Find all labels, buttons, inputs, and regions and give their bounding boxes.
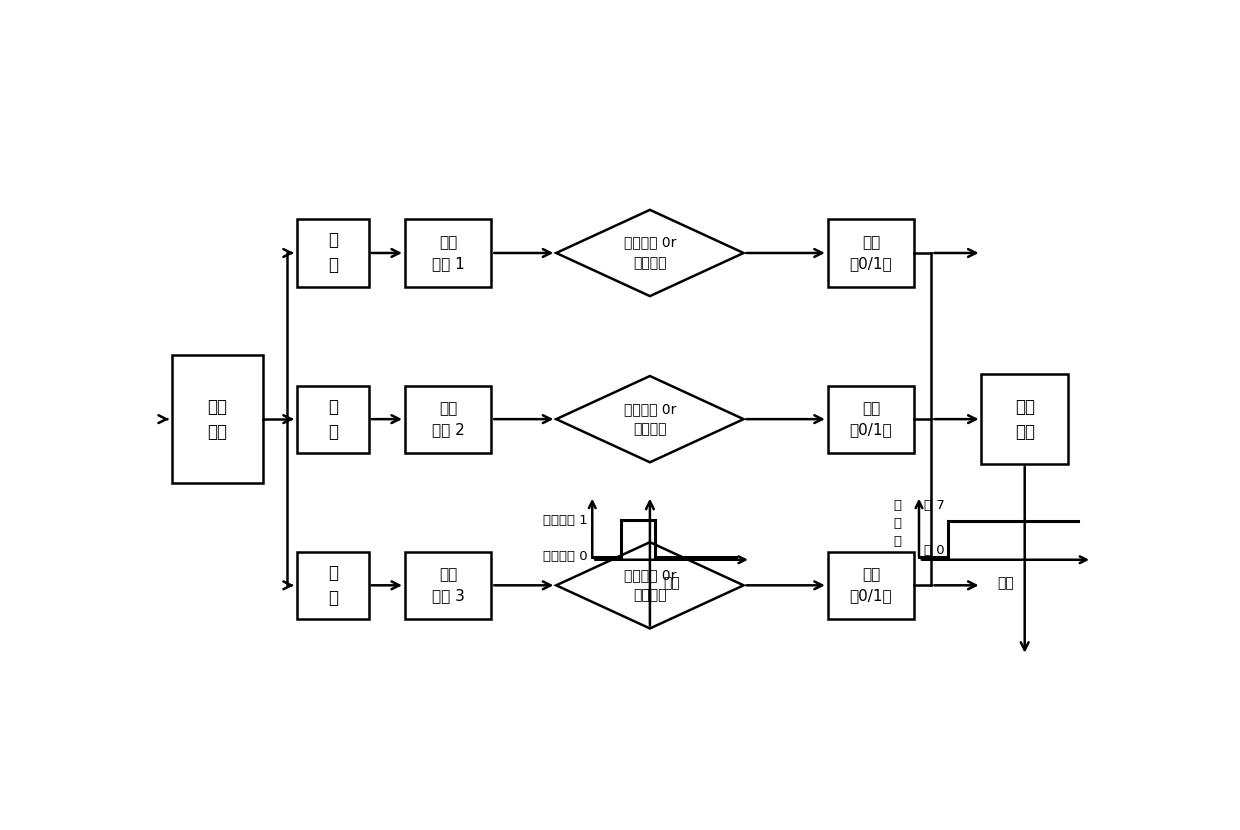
FancyBboxPatch shape bbox=[296, 219, 368, 286]
Text: 信号
采集: 信号 采集 bbox=[207, 398, 227, 441]
Polygon shape bbox=[557, 210, 744, 296]
Text: 状: 状 bbox=[894, 499, 901, 512]
FancyBboxPatch shape bbox=[828, 552, 914, 619]
Text: 时间: 时间 bbox=[997, 576, 1014, 590]
Text: 综合
等级: 综合 等级 bbox=[1014, 398, 1034, 441]
Text: 判决
（0/1）: 判决 （0/1） bbox=[849, 401, 893, 437]
Text: 普通状态 0r
事件状态: 普通状态 0r 事件状态 bbox=[624, 236, 676, 271]
Text: 判别
机制 1: 判别 机制 1 bbox=[432, 235, 465, 271]
Polygon shape bbox=[557, 376, 744, 462]
FancyBboxPatch shape bbox=[172, 355, 263, 483]
Text: 脉
携: 脉 携 bbox=[327, 232, 337, 275]
Text: 时间: 时间 bbox=[663, 576, 680, 590]
Text: 呼
吸: 呼 吸 bbox=[327, 398, 337, 441]
Text: 普通状态 0r
事件状态: 普通状态 0r 事件状态 bbox=[624, 402, 676, 437]
FancyBboxPatch shape bbox=[296, 552, 368, 619]
Text: 普通状态 0r
事件状态: 普通状态 0r 事件状态 bbox=[624, 568, 676, 603]
Text: 犴 7: 犴 7 bbox=[924, 499, 945, 512]
FancyBboxPatch shape bbox=[404, 552, 491, 619]
Text: 普通状态 0: 普通状态 0 bbox=[543, 550, 588, 563]
FancyBboxPatch shape bbox=[828, 219, 914, 286]
Text: 判别
机制 2: 判别 机制 2 bbox=[432, 401, 465, 437]
Text: 态: 态 bbox=[894, 517, 901, 530]
Text: 级 0: 级 0 bbox=[924, 544, 945, 557]
Text: 判别
机制 3: 判别 机制 3 bbox=[432, 568, 465, 603]
Text: 事件状态 1: 事件状态 1 bbox=[543, 514, 588, 526]
FancyBboxPatch shape bbox=[296, 386, 368, 452]
Text: 等: 等 bbox=[894, 535, 901, 548]
Polygon shape bbox=[557, 542, 744, 628]
FancyBboxPatch shape bbox=[828, 386, 914, 452]
Text: 体
温: 体 温 bbox=[327, 564, 337, 607]
FancyBboxPatch shape bbox=[404, 386, 491, 452]
FancyBboxPatch shape bbox=[404, 219, 491, 286]
Text: 判决
（0/1）: 判决 （0/1） bbox=[849, 568, 893, 603]
FancyBboxPatch shape bbox=[982, 374, 1068, 464]
Text: 判决
（0/1）: 判决 （0/1） bbox=[849, 235, 893, 271]
